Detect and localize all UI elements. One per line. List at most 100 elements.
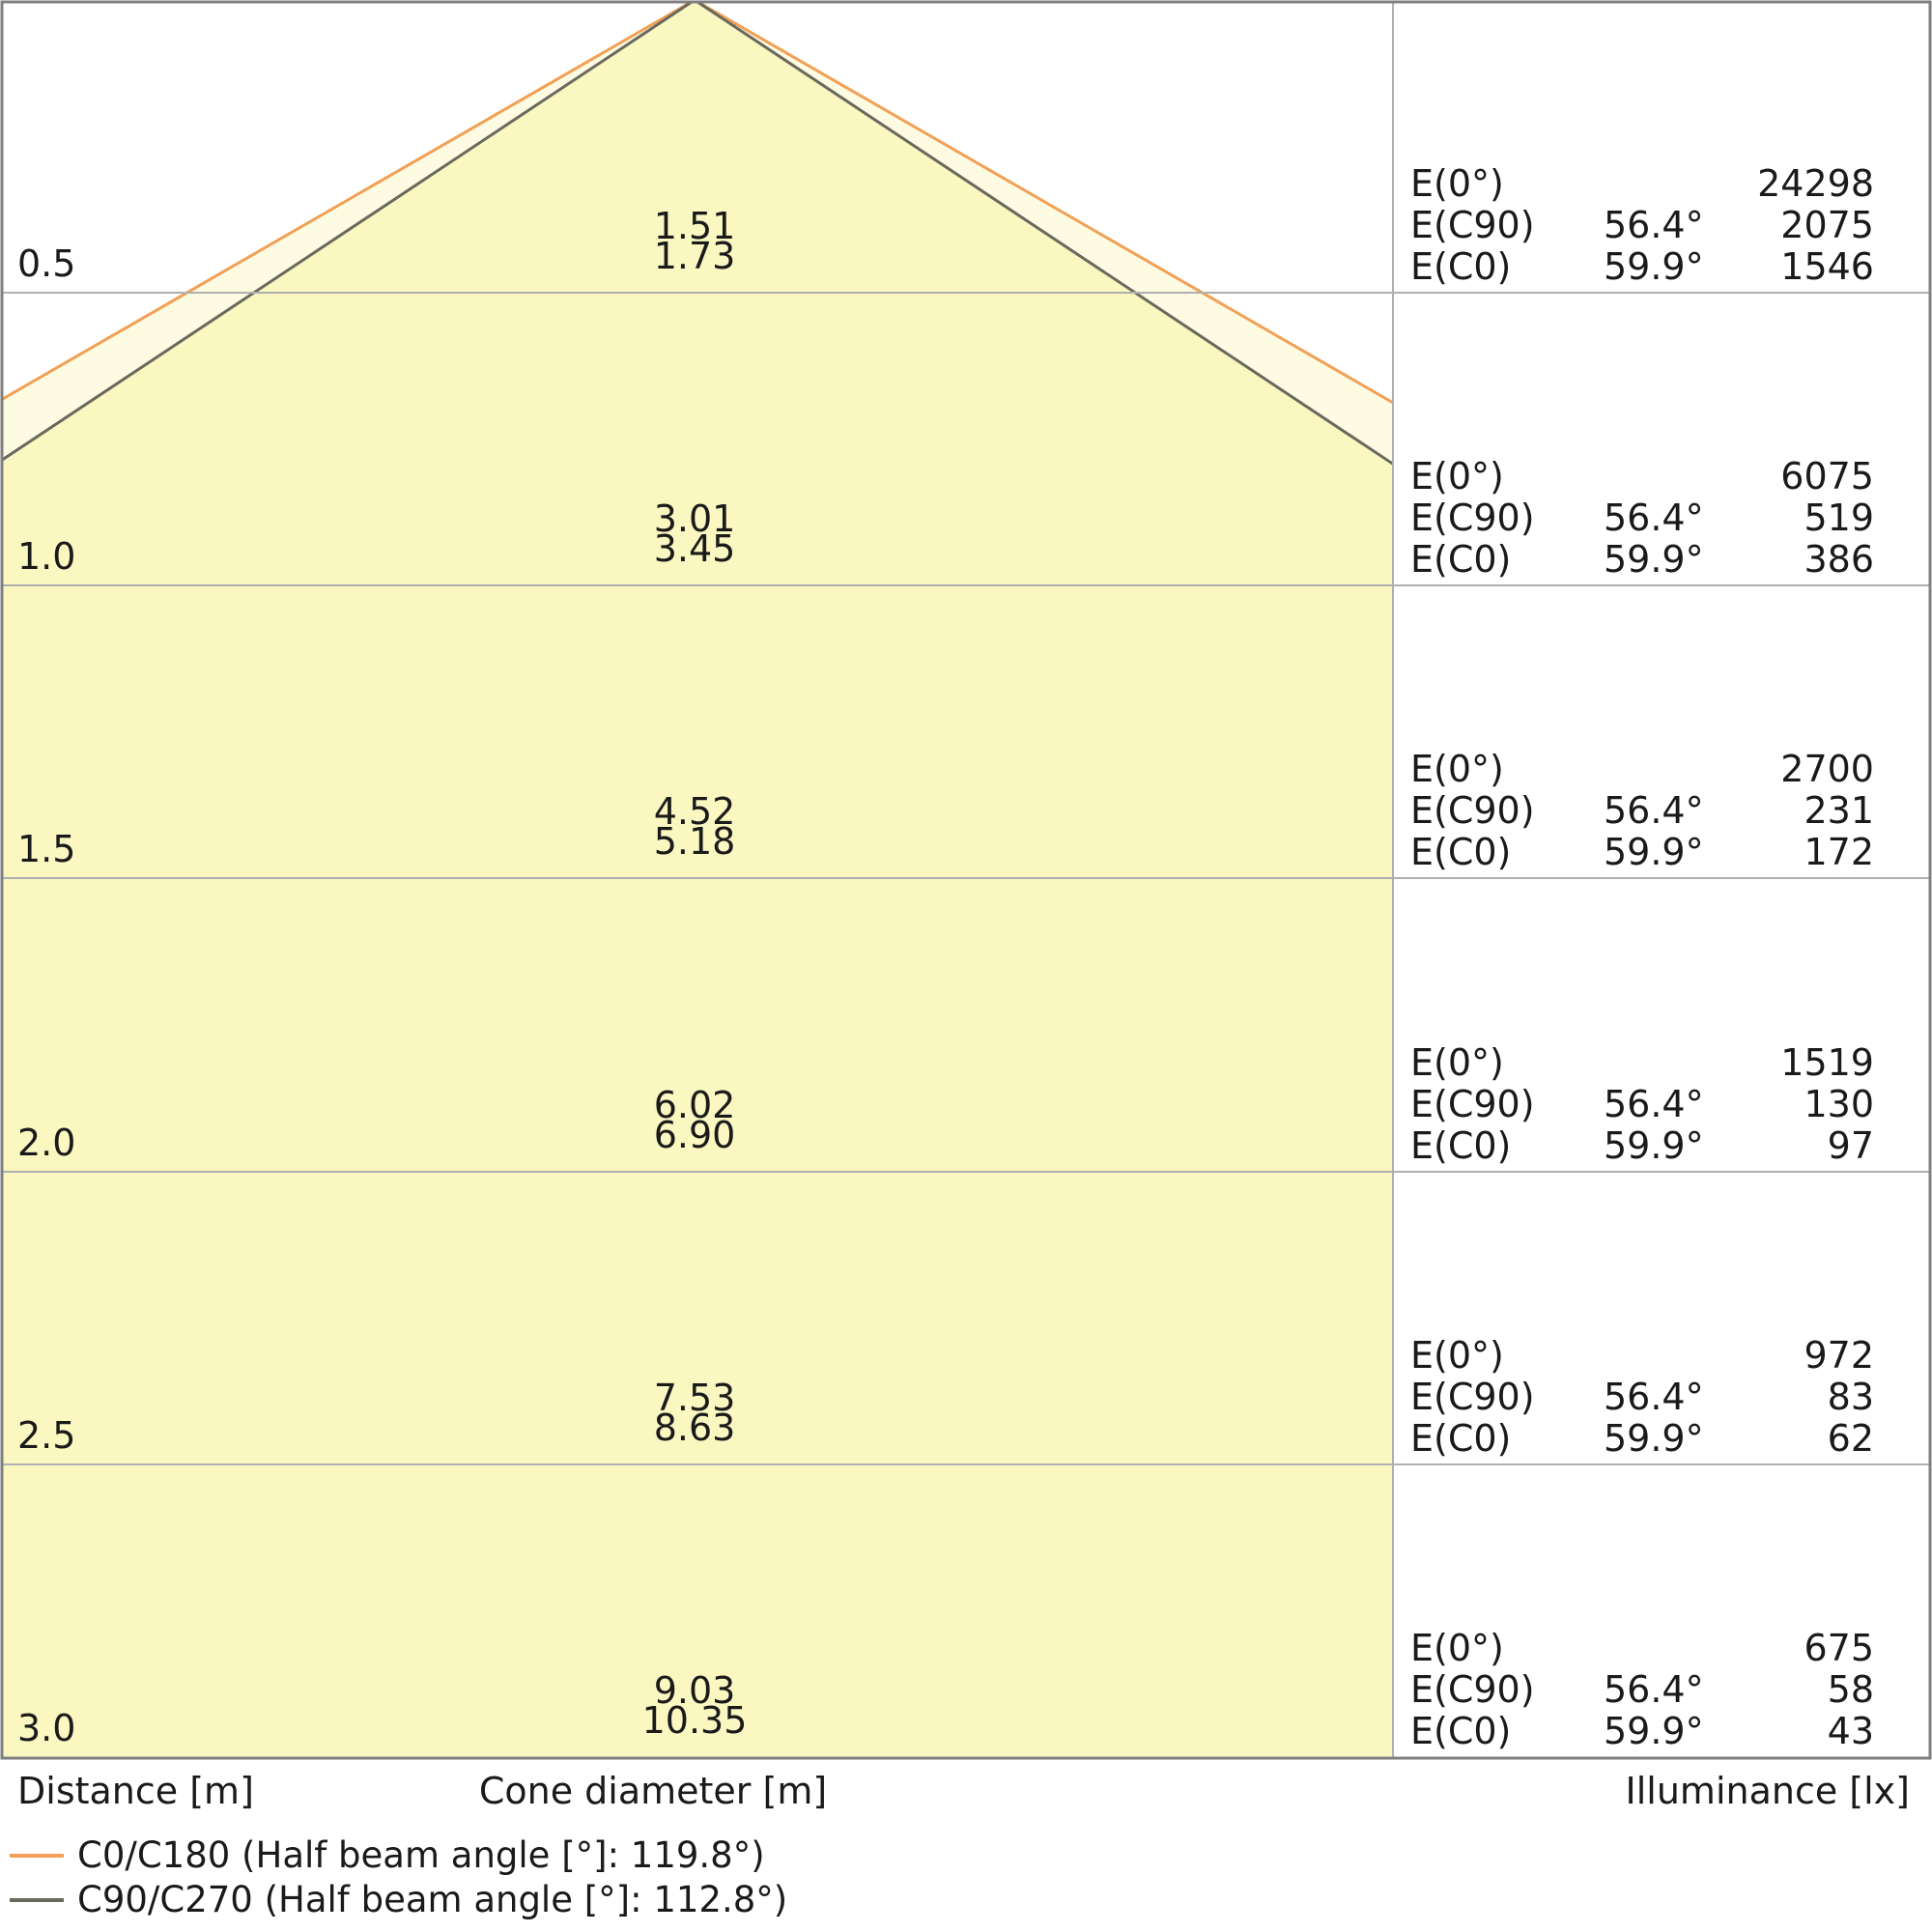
ec0-value: 62 <box>1827 1417 1874 1460</box>
illuminance-caption: Illuminance [lx] <box>1625 1770 1910 1812</box>
cone-diameter-c90: 6.02 <box>653 1084 736 1126</box>
ec0-angle: 59.9° <box>1604 245 1704 288</box>
ec90-label: E(C90) <box>1410 1083 1535 1125</box>
ec90-angle: 56.4° <box>1604 1668 1704 1711</box>
illuminance-row-ec0: E(C0) 59.9° 172 <box>1410 832 1874 873</box>
ec0-label: E(C0) <box>1410 1710 1512 1752</box>
cone-diameter-c0: 1.73 <box>653 235 736 277</box>
cone-chart-area: 0.5 1.0 1.5 2.0 2.5 3.0 1.51 1.73 3.01 3… <box>0 0 1932 1760</box>
e0-label: E(0°) <box>1410 162 1504 205</box>
ec90-value: 2075 <box>1780 204 1874 246</box>
cone-diameter-labels: 9.03 10.35 <box>501 1669 888 1739</box>
ec0-angle: 59.9° <box>1604 1124 1704 1167</box>
illuminance-row-ec90: E(C90) 56.4° 130 <box>1410 1084 1874 1125</box>
illuminance-row-e0: E(0°) 2700 <box>1410 749 1874 790</box>
ec90-label: E(C90) <box>1410 789 1535 832</box>
ec0-label: E(C0) <box>1410 1417 1512 1460</box>
illuminance-block: E(0°) 6075 E(C90) 56.4° 519 E(C0) 59.9° … <box>1410 456 1874 581</box>
ec90-value: 231 <box>1804 789 1874 832</box>
c0-line-swatch <box>10 1854 64 1858</box>
e0-value: 6075 <box>1780 455 1874 497</box>
ec0-value: 172 <box>1804 831 1874 873</box>
illuminance-row-ec90: E(C90) 56.4° 519 <box>1410 497 1874 539</box>
ec0-value: 1546 <box>1780 245 1874 288</box>
ec0-label: E(C0) <box>1410 831 1512 873</box>
legend-item-c0: C0/C180 (Half beam angle [°]: 119.8°) <box>10 1833 787 1878</box>
ec90-label: E(C90) <box>1410 497 1535 539</box>
ec90-angle: 56.4° <box>1604 497 1704 539</box>
illuminance-row-ec90: E(C90) 56.4° 2075 <box>1410 205 1874 246</box>
cone-diameter-c0: 8.63 <box>653 1406 736 1449</box>
illuminance-row-ec0: E(C0) 59.9° 97 <box>1410 1125 1874 1167</box>
plot-border <box>0 0 1932 1760</box>
illuminance-row-ec0: E(C0) 59.9° 1546 <box>1410 246 1874 288</box>
e0-angle <box>1604 1042 1690 1084</box>
cone-diameter-labels: 6.02 6.90 <box>501 1084 888 1156</box>
e0-label: E(0°) <box>1410 1627 1504 1669</box>
illuminance-block: E(0°) 972 E(C90) 56.4° 83 E(C0) 59.9° 62 <box>1410 1335 1874 1460</box>
illuminance-row-ec0: E(C0) 59.9° 43 <box>1410 1711 1874 1752</box>
distance-axis-caption: Distance [m] <box>17 1770 254 1812</box>
cone-plot-svg <box>0 0 1932 1760</box>
distance-label: 3.0 <box>17 1707 76 1749</box>
ec90-angle: 56.4° <box>1604 1376 1704 1418</box>
ec90-label: E(C90) <box>1410 204 1535 246</box>
illuminance-row-e0: E(0°) 1519 <box>1410 1042 1874 1084</box>
ec0-label: E(C0) <box>1410 245 1512 288</box>
legend-item-c90: C90/C270 (Half beam angle [°]: 112.8°) <box>10 1878 787 1922</box>
legend: C0/C180 (Half beam angle [°]: 119.8°) C9… <box>10 1833 787 1922</box>
gridlines <box>2 292 1930 1465</box>
ec90-label: E(C90) <box>1410 1376 1535 1418</box>
e0-label: E(0°) <box>1410 455 1504 497</box>
illuminance-block: E(0°) 1519 E(C90) 56.4° 130 E(C0) 59.9° … <box>1410 1042 1874 1167</box>
e0-angle <box>1604 1335 1690 1377</box>
ec0-label: E(C0) <box>1410 538 1512 581</box>
cone-diameter-labels: 1.51 1.73 <box>501 205 888 277</box>
illuminance-block: E(0°) 675 E(C90) 56.4° 58 E(C0) 59.9° 43 <box>1410 1628 1874 1752</box>
ec0-angle: 59.9° <box>1604 1417 1704 1460</box>
distance-label: 1.0 <box>17 535 76 578</box>
cone-diameter-c90: 3.01 <box>653 497 736 540</box>
illuminance-block: E(0°) 24298 E(C90) 56.4° 2075 E(C0) 59.9… <box>1410 163 1874 288</box>
cone-diameter-labels: 4.52 5.18 <box>501 790 888 863</box>
distance-label: 2.0 <box>17 1122 76 1164</box>
illuminance-row-ec0: E(C0) 59.9° 386 <box>1410 539 1874 581</box>
ec0-angle: 59.9° <box>1604 831 1704 873</box>
e0-angle <box>1604 1628 1690 1669</box>
e0-value: 1519 <box>1780 1041 1874 1084</box>
cone-diameter-c90: 1.51 <box>653 205 736 247</box>
ec0-value: 97 <box>1827 1124 1874 1167</box>
e0-value: 24298 <box>1757 162 1874 205</box>
illuminance-row-ec90: E(C90) 56.4° 231 <box>1410 790 1874 832</box>
cone-diameter-c90: 9.03 <box>653 1669 736 1712</box>
e0-angle <box>1604 456 1690 497</box>
distance-label: 2.5 <box>17 1414 76 1457</box>
e0-value: 972 <box>1804 1334 1874 1377</box>
e0-angle <box>1604 163 1690 205</box>
ec90-value: 83 <box>1827 1376 1874 1418</box>
cone-diameter-caption: Cone diameter [m] <box>478 1770 828 1812</box>
cone-diameter-c0: 6.90 <box>653 1114 736 1156</box>
ec90-value: 519 <box>1804 497 1874 539</box>
cone-diameter-labels: 3.01 3.45 <box>501 497 888 570</box>
ec90-angle: 56.4° <box>1604 789 1704 832</box>
ec90-value: 58 <box>1827 1668 1874 1711</box>
ec0-value: 386 <box>1804 538 1874 581</box>
cone-diameter-c0: 3.45 <box>653 527 736 570</box>
e0-angle <box>1604 749 1690 790</box>
cone-diameter-labels: 7.53 8.63 <box>501 1377 888 1449</box>
c90-line-swatch <box>10 1898 64 1902</box>
illuminance-row-ec90: E(C90) 56.4° 58 <box>1410 1669 1874 1711</box>
cone-diameter-c0: 5.18 <box>653 820 736 863</box>
cone-diameter-c90: 7.53 <box>653 1377 736 1419</box>
cone-diameter-c90: 4.52 <box>653 790 736 833</box>
ec0-value: 43 <box>1827 1710 1874 1752</box>
ec90-angle: 56.4° <box>1604 204 1704 246</box>
ec90-label: E(C90) <box>1410 1668 1535 1711</box>
distance-label: 0.5 <box>17 242 76 285</box>
e0-label: E(0°) <box>1410 1334 1504 1377</box>
illuminance-row-ec90: E(C90) 56.4° 83 <box>1410 1377 1874 1418</box>
illuminance-block: E(0°) 2700 E(C90) 56.4° 231 E(C0) 59.9° … <box>1410 749 1874 873</box>
distance-label: 1.5 <box>17 828 76 870</box>
